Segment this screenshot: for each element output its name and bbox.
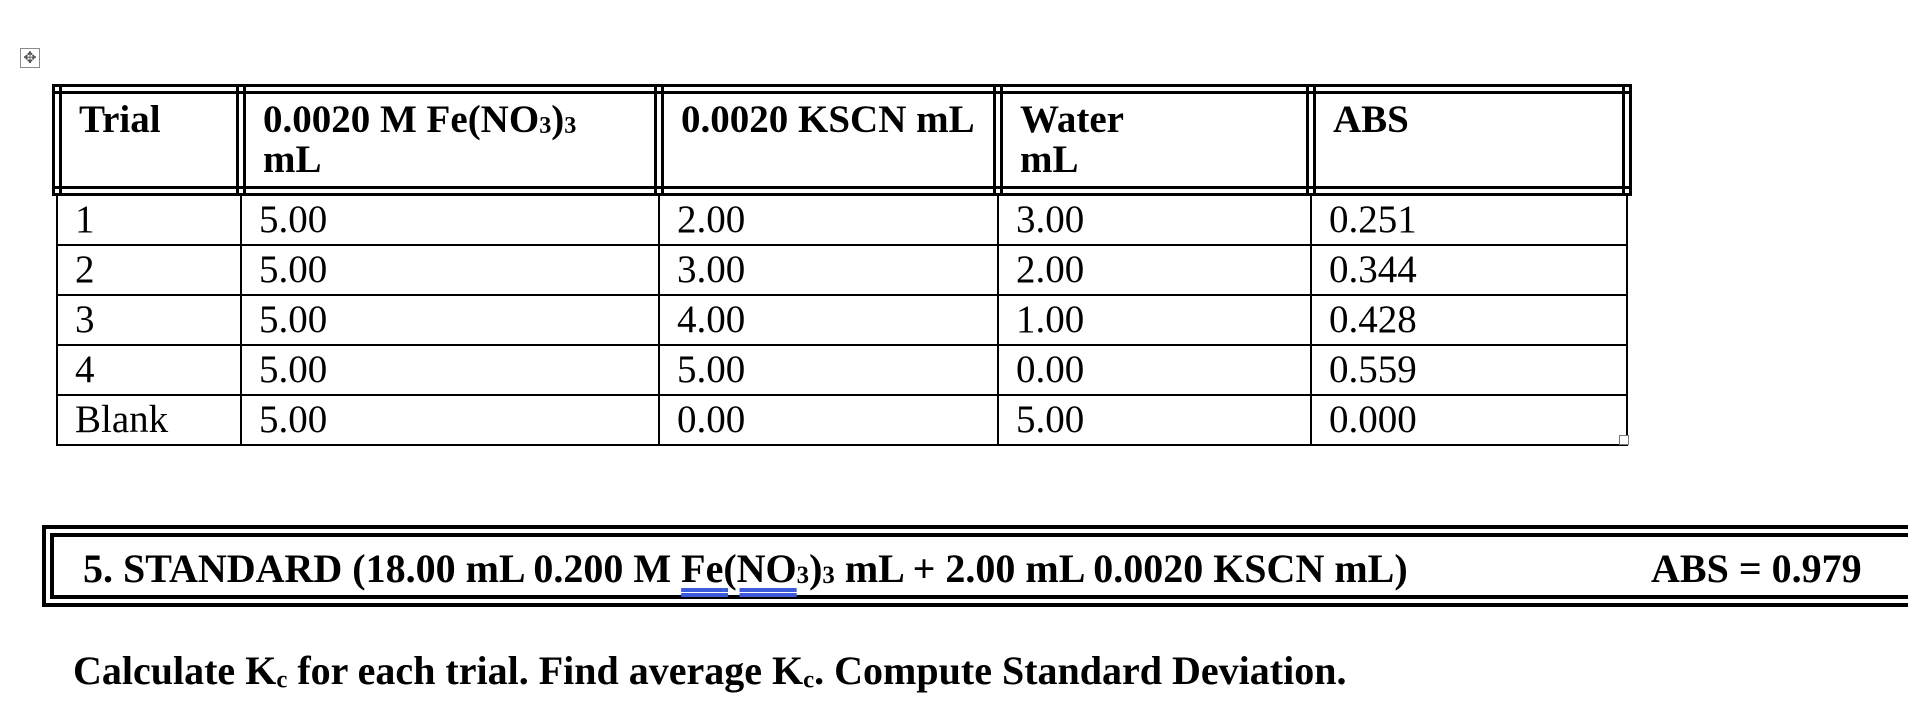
header-trial: Trial	[52, 84, 246, 196]
cell-water: 2.00	[997, 244, 1312, 296]
header-abs: ABS	[1306, 84, 1632, 196]
table-header-row: Trial 0.0020 M Fe(NO3)3 mL 0.0020 KSCN mL…	[52, 84, 1632, 196]
cell-trial: 2	[56, 244, 242, 296]
cell-abs: 0.428	[1310, 294, 1628, 346]
cell-kscn: 5.00	[658, 344, 999, 396]
absorbance-data-table: Trial 0.0020 M Fe(NO3)3 mL 0.0020 KSCN mL…	[52, 84, 1632, 446]
cell-abs: 0.251	[1310, 190, 1628, 246]
cell-trial: 1	[56, 190, 242, 246]
standard-box: 5. STANDARD (18.00 mL 0.200 M Fe(NO3)3 m…	[42, 525, 1908, 607]
cell-abs: 0.344	[1310, 244, 1628, 296]
table-row: 3 5.00 4.00 1.00 0.428	[56, 294, 1628, 346]
standard-abs-value: ABS = 0.979	[1651, 546, 1862, 591]
cell-trial: Blank	[56, 394, 242, 446]
cell-water: 0.00	[997, 344, 1312, 396]
header-fe-volume: 0.0020 M Fe(NO3)3 mL	[236, 84, 664, 196]
header-water-volume: Water mL	[993, 84, 1316, 196]
instruction-text: Calculate Kc for each trial. Find averag…	[73, 648, 1347, 694]
cell-fe: 5.00	[240, 394, 660, 446]
cell-fe: 5.00	[240, 244, 660, 296]
cell-trial: 3	[56, 294, 242, 346]
table-row: 2 5.00 3.00 2.00 0.344	[56, 244, 1628, 296]
cell-kscn: 3.00	[658, 244, 999, 296]
cell-trial: 4	[56, 344, 242, 396]
cell-water: 1.00	[997, 294, 1312, 346]
cell-fe: 5.00	[240, 344, 660, 396]
header-kscn-volume: 0.0020 KSCN mL	[654, 84, 1003, 196]
cell-fe: 5.00	[240, 190, 660, 246]
cell-abs: 0.559	[1310, 344, 1628, 396]
cell-water: 3.00	[997, 190, 1312, 246]
spellcheck-flag[interactable]: Fe(NO	[681, 546, 797, 591]
cell-kscn: 0.00	[658, 394, 999, 446]
cell-abs: 0.000	[1310, 394, 1628, 446]
table-resize-handle-icon[interactable]	[1619, 435, 1629, 445]
table-row: Blank 5.00 0.00 5.00 0.000	[56, 394, 1628, 446]
standard-description: 5. STANDARD (18.00 mL 0.200 M Fe(NO3)3 m…	[83, 546, 1408, 591]
table-row: 4 5.00 5.00 0.00 0.559	[56, 344, 1628, 396]
cell-fe: 5.00	[240, 294, 660, 346]
cell-kscn: 4.00	[658, 294, 999, 346]
table-row: 1 5.00 2.00 3.00 0.251	[56, 190, 1628, 246]
table-move-handle-icon[interactable]: ✥	[20, 48, 40, 68]
cell-water: 5.00	[997, 394, 1312, 446]
cell-kscn: 2.00	[658, 190, 999, 246]
